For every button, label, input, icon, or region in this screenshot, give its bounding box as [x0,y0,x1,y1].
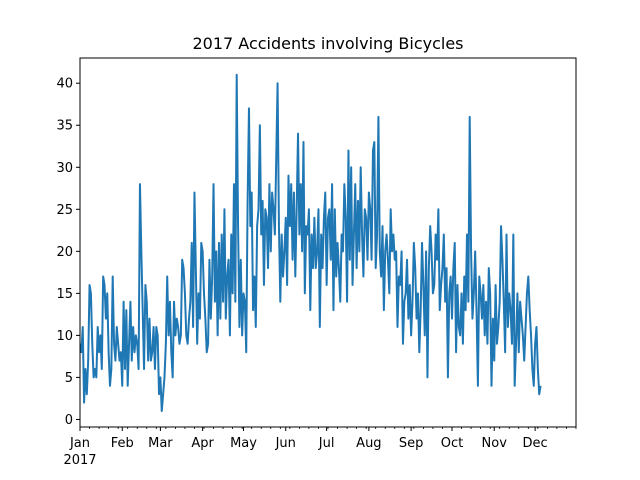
x-tick-label: Mar [148,436,173,451]
y-tick-label: 25 [56,203,73,218]
x-tick-label: Apr [191,436,214,451]
series-line-0 [80,73,542,413]
y-tick-label: 35 [56,119,73,134]
x-tick-year-label: 2017 [63,453,96,468]
y-tick-label: 30 [56,161,73,176]
chart-title: 2017 Accidents involving Bicycles [192,34,463,53]
x-axis: Jan 2017 Feb Mar Apr May Jun Jul Aug Sep Oct Nov Dec [63,427,577,468]
x-tick-label: Jan [69,436,90,451]
y-tick-label: 20 [56,245,73,260]
y-tick-label: 0 [65,413,73,428]
y-tick-label: 15 [56,287,73,302]
series-layer [80,73,542,413]
x-tick-label: Jun [275,436,296,451]
x-tick-label: May [230,436,257,451]
x-tick-label: Feb [111,436,134,451]
y-tick-label: 10 [56,329,73,344]
x-tick-label: Aug [356,436,381,451]
y-axis: 0 5 10 15 20 25 30 35 40 [56,77,80,428]
x-tick-label: Sep [399,436,424,451]
y-tick-label: 5 [65,371,73,386]
x-tick-label: Dec [523,436,548,451]
x-tick-label: Nov [482,436,508,451]
x-tick-label: Jul [318,436,335,451]
x-tick-label: Oct [441,436,463,451]
y-tick-label: 40 [56,77,73,92]
